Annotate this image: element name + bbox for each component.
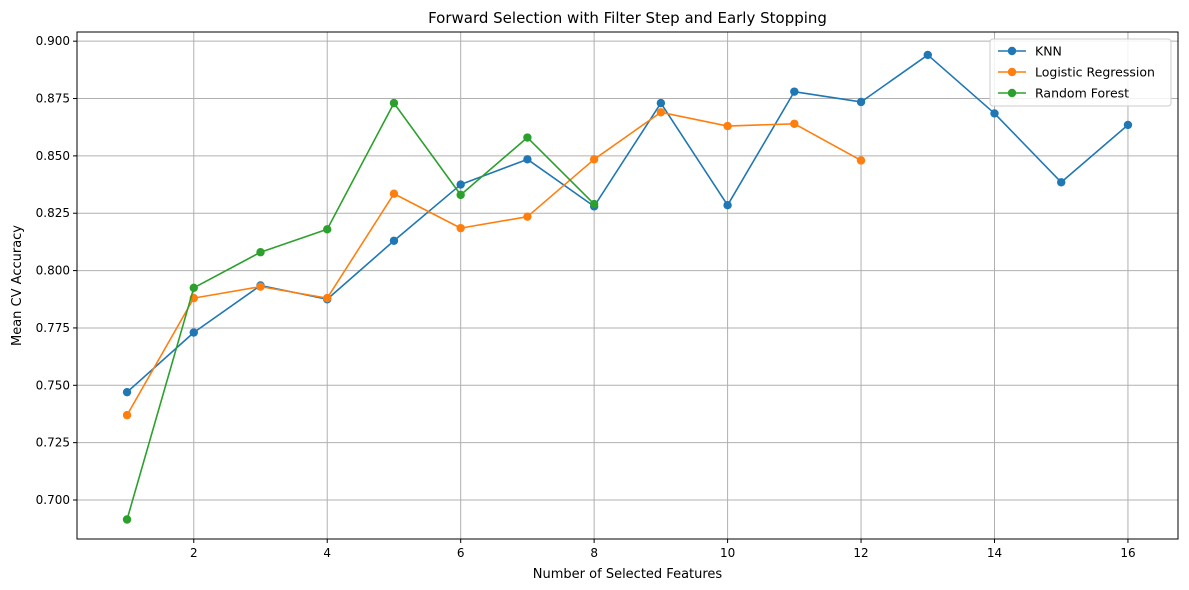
y-tick-label: 0.725 — [36, 436, 70, 450]
series-random-forest — [122, 98, 599, 524]
legend-marker — [1007, 67, 1017, 77]
data-point — [256, 248, 265, 257]
data-point — [1057, 178, 1066, 187]
x-tick-label: 16 — [1120, 546, 1135, 560]
data-point — [723, 201, 732, 210]
y-tick-label: 0.775 — [36, 321, 70, 335]
data-point — [389, 98, 399, 108]
data-point — [856, 156, 866, 165]
legend-label: Logistic Regression — [1035, 65, 1155, 80]
ticks: 2 4 6 8 10 12 14 16 0.700 0.725 0.750 0.775 0.800 0.8… — [36, 34, 1136, 560]
x-tick-label: 10 — [720, 546, 735, 560]
legend-label: Random Forest — [1035, 86, 1129, 101]
x-tick-label: 4 — [323, 546, 331, 560]
data-point — [189, 328, 198, 337]
legend-marker — [1007, 46, 1017, 56]
series-logistic-regression — [122, 108, 866, 420]
data-point — [656, 108, 666, 117]
data-point — [523, 212, 532, 221]
data-point — [456, 223, 465, 233]
data-point — [122, 410, 132, 420]
data-point — [323, 293, 332, 303]
data-point — [1123, 120, 1133, 130]
data-point — [589, 199, 599, 209]
data-point — [723, 121, 732, 131]
x-tick-label: 2 — [190, 546, 198, 560]
chart-title: Forward Selection with Filter Step and E… — [428, 9, 827, 27]
series-line — [126, 102, 595, 520]
x-tick-label: 12 — [853, 546, 868, 560]
data-point — [122, 515, 132, 524]
data-point — [256, 282, 265, 291]
data-point — [923, 50, 932, 60]
series-layer — [122, 50, 1133, 524]
data-point — [189, 283, 198, 292]
y-tick-label: 0.850 — [36, 149, 70, 163]
legend-label: KNN — [1035, 44, 1062, 59]
data-point — [523, 155, 532, 164]
legend-marker — [1007, 88, 1017, 98]
data-point — [656, 98, 666, 108]
data-point — [323, 225, 332, 234]
x-tick-label: 8 — [590, 546, 598, 560]
x-tick-label: 14 — [987, 546, 1002, 560]
data-point — [389, 189, 399, 198]
data-point — [990, 109, 999, 118]
y-tick-label: 0.750 — [36, 378, 70, 392]
data-point — [790, 87, 799, 96]
x-axis-label: Number of Selected Features — [533, 567, 723, 582]
plot-frame — [76, 31, 1179, 540]
series-line — [126, 111, 862, 416]
data-point — [389, 236, 399, 245]
data-point — [456, 180, 465, 189]
legend: KNN Logistic Regression Random Forest — [989, 38, 1172, 107]
y-tick-label: 0.875 — [36, 92, 70, 106]
x-tick-label: 6 — [457, 546, 465, 560]
data-point — [122, 387, 132, 397]
y-axis-label: Mean CV Accuracy — [10, 225, 25, 346]
legend-box — [989, 38, 1172, 107]
data-point — [856, 97, 866, 107]
data-point — [589, 155, 599, 164]
y-tick-label: 0.900 — [36, 34, 70, 48]
data-point — [523, 133, 532, 142]
y-tick-label: 0.800 — [36, 264, 70, 278]
data-point — [790, 119, 799, 128]
data-point — [456, 190, 465, 200]
y-tick-label: 0.825 — [36, 206, 70, 220]
y-tick-label: 0.700 — [36, 493, 70, 507]
